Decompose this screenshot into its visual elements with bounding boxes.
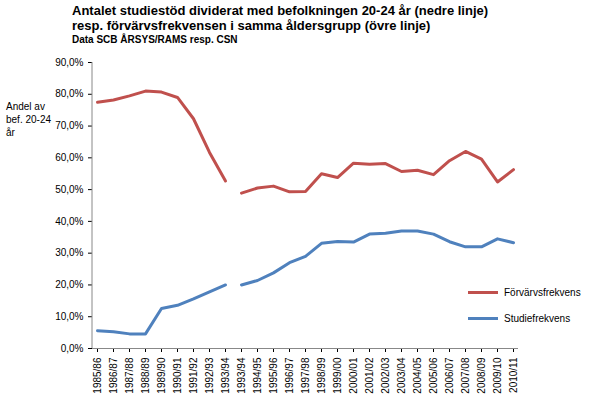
svg-text:1993/94: 1993/94 [236,357,247,394]
svg-text:50,0%: 50,0% [55,184,83,195]
svg-text:2003/04: 2003/04 [396,357,407,394]
svg-text:0,0%: 0,0% [61,343,84,354]
svg-text:1998/99: 1998/99 [316,357,327,394]
svg-text:2000/01: 2000/01 [348,357,359,394]
svg-text:1989/90: 1989/90 [156,357,167,394]
svg-text:1988/89: 1988/89 [140,357,151,394]
svg-text:1993/94: 1993/94 [220,357,231,394]
svg-text:1990/91: 1990/91 [172,357,183,394]
svg-text:1987/88: 1987/88 [124,357,135,394]
svg-text:20,0%: 20,0% [55,279,83,290]
svg-text:10,0%: 10,0% [55,311,83,322]
svg-text:2007/08: 2007/08 [460,357,471,394]
svg-text:1995/96: 1995/96 [268,357,279,394]
svg-text:2005/06: 2005/06 [428,357,439,394]
svg-text:70,0%: 70,0% [55,120,83,131]
html-text:Antalet studiestöd dividerat m: Antalet studiestöd dividerat med befolkn… [72,3,489,33]
svg-text:1985/86: 1985/86 [92,357,103,394]
svg-text:1997/98: 1997/98 [300,357,311,394]
svg-text:2002/03: 2002/03 [380,357,391,394]
svg-text:2001/02: 2001/02 [364,357,375,394]
svg-text:2010/11: 2010/11 [508,357,519,393]
svg-text:2008/09: 2008/09 [476,357,487,394]
svg-text:1999/00: 1999/00 [332,357,343,394]
svg-text:1994/95: 1994/95 [252,357,263,394]
html-text:Förvärvsfrekvens: Förvärvsfrekvens [504,286,581,298]
html-text:Data SCB ÅRSYS/RAMS resp. CSN: Data SCB ÅRSYS/RAMS resp. CSN [72,34,238,45]
svg-text:2009/10: 2009/10 [492,357,503,394]
svg-text:90,0%: 90,0% [55,57,83,68]
svg-text:2006/07: 2006/07 [444,357,455,394]
svg-text:40,0%: 40,0% [55,216,83,227]
svg-text:30,0%: 30,0% [55,247,83,258]
html-text:Studiefrekvens: Studiefrekvens [504,312,571,324]
html-text:Andel av bef. 20-24 år: Andel av bef. 20-24 år [6,101,51,138]
svg-text:1991/92: 1991/92 [188,357,199,394]
svg-text:1996/97: 1996/97 [284,357,295,394]
svg-text:1992/93: 1992/93 [204,357,215,394]
svg-text:2004/05: 2004/05 [412,357,423,394]
svg-text:80,0%: 80,0% [55,88,83,99]
svg-text:1986/87: 1986/87 [108,357,119,394]
svg-text:60,0%: 60,0% [55,152,83,163]
